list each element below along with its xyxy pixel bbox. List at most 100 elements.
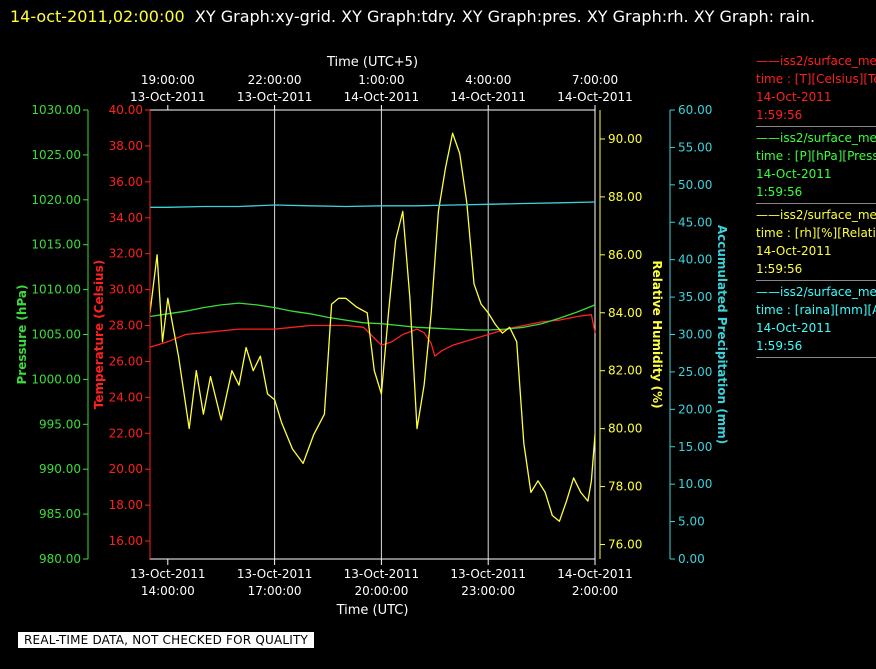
y-tick-label-precip: 15.00 bbox=[678, 440, 712, 454]
title-timestamp: 14-oct-2011,02:00:00 bbox=[10, 7, 185, 26]
y-tick-label-pressure: 990.00 bbox=[39, 462, 81, 476]
y-tick-label-temperature: 28.00 bbox=[109, 319, 143, 333]
y-axis-label-temperature: Temperature (Celsius) bbox=[92, 260, 106, 409]
y-tick-label-precip: 55.00 bbox=[678, 140, 712, 154]
y-tick-label-temperature: 24.00 bbox=[109, 390, 143, 404]
legend-entry-line4: 1:59:56 bbox=[756, 262, 803, 276]
y-tick-label-humidity: 90.00 bbox=[608, 132, 642, 146]
page-title: 14-oct-2011,02:00:00 XY Graph:xy-grid. X… bbox=[10, 3, 860, 30]
y-tick-label-precip: 45.00 bbox=[678, 215, 712, 229]
y-axis-pressure: 980.00 985.00 990.00 995.00 1000.00 1005.00 10… bbox=[15, 103, 89, 566]
y-tick-label-temperature: 22.00 bbox=[109, 426, 143, 440]
legend-entry-line2: time : [raina][mm][Accumulated Precipita… bbox=[756, 303, 876, 317]
y-tick-label-precip: 20.00 bbox=[678, 402, 712, 416]
legend-entry-line2: time : [rh][%][Relative Humidity] bbox=[756, 226, 876, 240]
chart-axes: 13-Oct-2011 14:00:00 13-Oct-2011 17:00:00 13… bbox=[15, 55, 729, 618]
series-line-temperature bbox=[149, 314, 596, 357]
legend: ——iss2/surface_met time : [T][Celsius][Te… bbox=[756, 52, 876, 360]
x-top-tick-label-date: 13-Oct-2011 bbox=[130, 90, 206, 104]
legend-entry-name: ——iss2/surface_met bbox=[756, 131, 876, 145]
y-tick-label-temperature: 26.00 bbox=[109, 354, 143, 368]
legend-entry-name: ——iss2/surface_met bbox=[756, 285, 876, 299]
y-tick-label-precip: 10.00 bbox=[678, 477, 712, 491]
x-tick-label-time: 20:00:00 bbox=[354, 584, 408, 598]
legend-entry-line4: 1:59:56 bbox=[756, 339, 803, 353]
y-tick-label-pressure: 1005.00 bbox=[31, 328, 81, 342]
legend-entry-line3: 14-Oct-2011 bbox=[756, 167, 832, 181]
y-tick-label-precip: 25.00 bbox=[678, 365, 712, 379]
y-tick-label-humidity: 88.00 bbox=[608, 190, 642, 204]
y-tick-label-precip: 60.00 bbox=[678, 103, 712, 117]
y-tick-label-pressure: 980.00 bbox=[39, 552, 81, 566]
x-tick-label-time: 2:00:00 bbox=[572, 584, 618, 598]
legend-entry-line4: 1:59:56 bbox=[756, 108, 803, 122]
x-tick-label-date: 14-Oct-2011 bbox=[557, 567, 633, 581]
y-tick-label-pressure: 1010.00 bbox=[31, 283, 81, 297]
y-tick-label-precip: 0.00 bbox=[678, 552, 705, 566]
legend-entry-line4: 1:59:56 bbox=[756, 185, 803, 199]
quality-banner: REAL-TIME DATA, NOT CHECKED FOR QUALITY bbox=[18, 632, 315, 648]
title-description: XY Graph:xy-grid. XY Graph:tdry. XY Grap… bbox=[194, 7, 816, 26]
y-tick-label-temperature: 34.00 bbox=[109, 211, 143, 225]
x-top-tick-label-time: 7:00:00 bbox=[572, 73, 618, 87]
x-tick-label-time: 17:00:00 bbox=[248, 584, 302, 598]
y-axis-label-precip: Accumulated Precipitation (mm) bbox=[715, 225, 729, 444]
legend-entry-line3: 14-Oct-2011 bbox=[756, 90, 832, 104]
x-top-tick-label-date: 14-Oct-2011 bbox=[450, 90, 526, 104]
x-tick-label-date: 13-Oct-2011 bbox=[344, 567, 420, 581]
y-axis-humidity: 76.00 78.00 80.00 82.00 84.00 86.00 88.00 90.00… bbox=[599, 110, 664, 559]
y-axis-precip: 0.00 5.00 10.00 15.00 20.00 25.00 30.00 35.00 40… bbox=[669, 103, 729, 566]
chart-series bbox=[149, 132, 596, 522]
y-tick-label-humidity: 84.00 bbox=[608, 306, 642, 320]
y-tick-label-pressure: 995.00 bbox=[39, 417, 81, 431]
y-tick-label-precip: 5.00 bbox=[678, 515, 705, 529]
x-tick-label-time: 23:00:00 bbox=[461, 584, 515, 598]
y-tick-label-pressure: 985.00 bbox=[39, 507, 81, 521]
y-tick-label-temperature: 20.00 bbox=[109, 462, 143, 476]
y-tick-label-temperature: 32.00 bbox=[109, 247, 143, 261]
chart-grid bbox=[149, 105, 596, 565]
y-tick-label-precip: 35.00 bbox=[678, 290, 712, 304]
y-tick-label-humidity: 82.00 bbox=[608, 364, 642, 378]
y-tick-label-humidity: 80.00 bbox=[608, 422, 642, 436]
y-tick-label-temperature: 16.00 bbox=[109, 534, 143, 548]
y-tick-label-pressure: 1025.00 bbox=[31, 148, 81, 162]
y-tick-label-humidity: 76.00 bbox=[608, 538, 642, 552]
y-tick-label-precip: 50.00 bbox=[678, 178, 712, 192]
x-top-tick-label-time: 19:00:00 bbox=[141, 73, 195, 87]
legend-entry-line2: time : [P][hPa][Pressure] bbox=[756, 149, 876, 163]
x-top-tick-label-date: 13-Oct-2011 bbox=[237, 90, 313, 104]
x-tick-label-date: 13-Oct-2011 bbox=[237, 567, 313, 581]
series-line-precip bbox=[150, 201, 596, 208]
y-tick-label-pressure: 1015.00 bbox=[31, 238, 81, 252]
y-tick-label-temperature: 30.00 bbox=[109, 283, 143, 297]
x-top-tick-label-time: 4:00:00 bbox=[465, 73, 511, 87]
x-tick-label-time: 14:00:00 bbox=[141, 584, 195, 598]
y-tick-label-temperature: 36.00 bbox=[109, 175, 143, 189]
y-tick-label-pressure: 1000.00 bbox=[31, 372, 81, 386]
y-axis-temperature: 16.00 18.00 20.00 22.00 24.00 26.00 28.00 30.00… bbox=[92, 103, 151, 559]
x-top-tick-label-time: 1:00:00 bbox=[358, 73, 404, 87]
x-tick-label-date: 13-Oct-2011 bbox=[450, 567, 526, 581]
series-line-humidity bbox=[149, 132, 596, 522]
x-top-tick-label-date: 14-Oct-2011 bbox=[557, 90, 633, 104]
legend-entry-line2: time : [T][Celsius][Temperature] bbox=[756, 72, 876, 86]
y-tick-label-precip: 40.00 bbox=[678, 253, 712, 267]
y-tick-label-humidity: 86.00 bbox=[608, 248, 642, 262]
x-top-tick-label-date: 14-Oct-2011 bbox=[344, 90, 420, 104]
y-tick-label-pressure: 1020.00 bbox=[31, 193, 81, 207]
x-top-tick-label-time: 22:00:00 bbox=[248, 73, 302, 87]
y-tick-label-temperature: 18.00 bbox=[109, 498, 143, 512]
y-tick-label-humidity: 78.00 bbox=[608, 480, 642, 494]
plot-frame bbox=[149, 109, 596, 560]
legend-entry-name: ——iss2/surface_met bbox=[756, 208, 876, 222]
x-axis-label-top: Time (UTC+5) bbox=[326, 55, 418, 70]
x-tick-label-date: 13-Oct-2011 bbox=[130, 567, 206, 581]
series-line-pressure bbox=[149, 302, 596, 331]
y-tick-label-temperature: 40.00 bbox=[109, 103, 143, 117]
